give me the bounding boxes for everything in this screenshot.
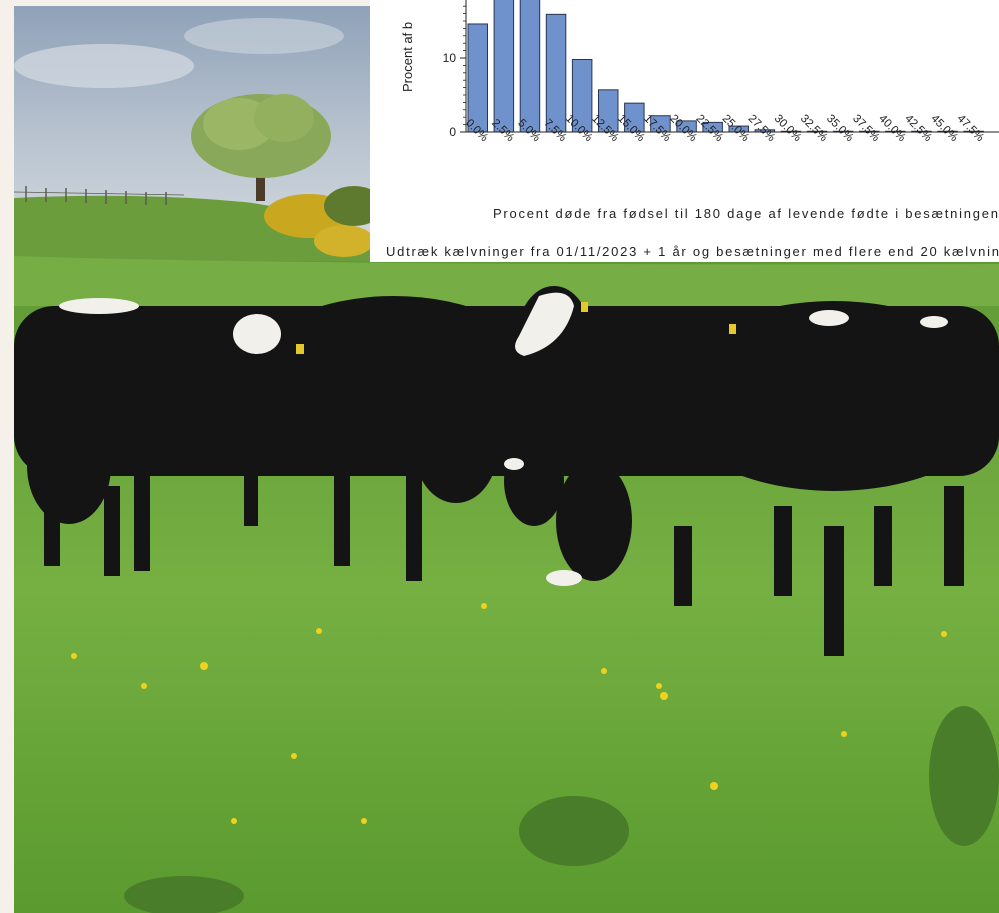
bar-0-0pct (467, 23, 488, 133)
mortality-histogram: 0 10 0.0% 2.5% 5.0% 7.5%10.0%12.5%15.0%17.5%… (386, 0, 999, 259)
x-axis-label: Procent døde fra fødsel til 180 dage af … (493, 206, 998, 221)
chart-footnote: Udtræk kælvninger fra 01/11/2023 + 1 år … (386, 244, 999, 259)
tree (191, 94, 331, 201)
x-tick-label: 35.0% (824, 113, 856, 145)
x-tick-label: 30.0% (772, 113, 804, 145)
x-tick-label: 42.5% (902, 113, 934, 145)
chart-overlay: 0 10 0.0% 2.5% 5.0% 7.5% 10.0% 12.5% 15.0% 17.5%… (370, 0, 999, 262)
x-tick-labels: 0.0% 2.5% 5.0% 7.5%10.0%12.5%15.0%17.5%20.0… (463, 113, 986, 145)
cattle-photo (14, 6, 999, 913)
y-tick-label: 0 (449, 125, 456, 139)
bar-5-0pct (519, 0, 541, 133)
bar-2-5pct (493, 0, 515, 133)
y-axis-label: Procent af b (400, 22, 415, 92)
y-tick-label: 10 (443, 51, 457, 65)
x-tick-label: 47.5% (954, 113, 986, 145)
x-tick-label: 45.0% (928, 113, 960, 145)
bars (467, 0, 984, 133)
x-tick-label: 27.5% (746, 113, 778, 145)
x-tick-label: 32.5% (798, 113, 830, 145)
x-tick-label: 40.0% (876, 113, 908, 145)
bar-7-5pct (545, 13, 567, 133)
x-tick-label: 37.5% (850, 113, 882, 145)
